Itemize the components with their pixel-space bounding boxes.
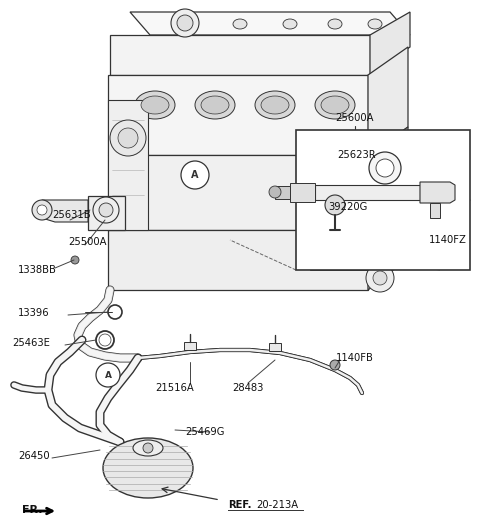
Polygon shape	[368, 127, 408, 230]
Polygon shape	[108, 100, 148, 230]
Polygon shape	[420, 182, 455, 203]
Ellipse shape	[255, 91, 295, 119]
Circle shape	[96, 363, 120, 387]
Circle shape	[447, 233, 457, 243]
Ellipse shape	[141, 96, 169, 114]
Polygon shape	[310, 248, 370, 270]
Ellipse shape	[261, 96, 289, 114]
Ellipse shape	[368, 19, 382, 29]
Bar	[296, 130, 470, 270]
Text: 25623R: 25623R	[338, 150, 376, 160]
Text: 25631B: 25631B	[52, 210, 91, 220]
Ellipse shape	[321, 96, 349, 114]
Polygon shape	[315, 185, 420, 200]
Circle shape	[171, 9, 199, 37]
Circle shape	[330, 360, 340, 370]
Text: 1338BB: 1338BB	[18, 265, 57, 275]
Ellipse shape	[283, 19, 297, 29]
Polygon shape	[275, 186, 290, 199]
Text: REF.: REF.	[228, 500, 252, 510]
Circle shape	[373, 271, 387, 285]
Circle shape	[366, 264, 394, 292]
Circle shape	[37, 205, 47, 215]
Circle shape	[99, 203, 113, 217]
Polygon shape	[430, 203, 440, 218]
Text: FR.: FR.	[22, 505, 43, 515]
Bar	[269, 343, 281, 351]
Text: 1140FB: 1140FB	[336, 353, 374, 363]
Ellipse shape	[233, 19, 247, 29]
Ellipse shape	[133, 440, 163, 456]
Polygon shape	[42, 200, 88, 222]
Polygon shape	[110, 35, 370, 75]
Circle shape	[269, 186, 281, 198]
Polygon shape	[108, 75, 368, 155]
Polygon shape	[108, 155, 368, 230]
Polygon shape	[130, 12, 410, 35]
Ellipse shape	[103, 438, 193, 498]
Ellipse shape	[315, 91, 355, 119]
Polygon shape	[290, 183, 315, 202]
Circle shape	[325, 195, 345, 215]
Text: A: A	[105, 370, 111, 379]
Text: 25469G: 25469G	[185, 427, 225, 437]
Text: 20-213A: 20-213A	[256, 500, 298, 510]
Circle shape	[328, 208, 352, 232]
Text: 25600A: 25600A	[336, 113, 374, 123]
Circle shape	[71, 256, 79, 264]
Ellipse shape	[328, 19, 342, 29]
Circle shape	[32, 200, 52, 220]
Ellipse shape	[135, 91, 175, 119]
Bar	[184, 342, 196, 350]
Circle shape	[376, 159, 394, 177]
Polygon shape	[88, 196, 125, 230]
Circle shape	[93, 197, 119, 223]
Text: 1140FZ: 1140FZ	[429, 235, 467, 245]
Polygon shape	[368, 200, 408, 290]
Text: 26450: 26450	[18, 451, 49, 461]
Circle shape	[143, 443, 153, 453]
Text: 28483: 28483	[232, 383, 264, 393]
Text: 25500A: 25500A	[68, 237, 107, 247]
Text: 39220G: 39220G	[328, 202, 367, 212]
Circle shape	[118, 128, 138, 148]
Circle shape	[369, 152, 401, 184]
Ellipse shape	[201, 96, 229, 114]
Circle shape	[177, 15, 193, 31]
Text: 21516A: 21516A	[156, 383, 194, 393]
Ellipse shape	[195, 91, 235, 119]
Circle shape	[181, 161, 209, 189]
Polygon shape	[368, 47, 408, 155]
Text: A: A	[191, 170, 199, 180]
Polygon shape	[370, 12, 410, 75]
Circle shape	[110, 120, 146, 156]
Text: 25463E: 25463E	[12, 338, 50, 348]
Circle shape	[298, 178, 382, 262]
Circle shape	[312, 192, 368, 248]
Text: 13396: 13396	[18, 308, 49, 318]
Polygon shape	[108, 230, 368, 290]
